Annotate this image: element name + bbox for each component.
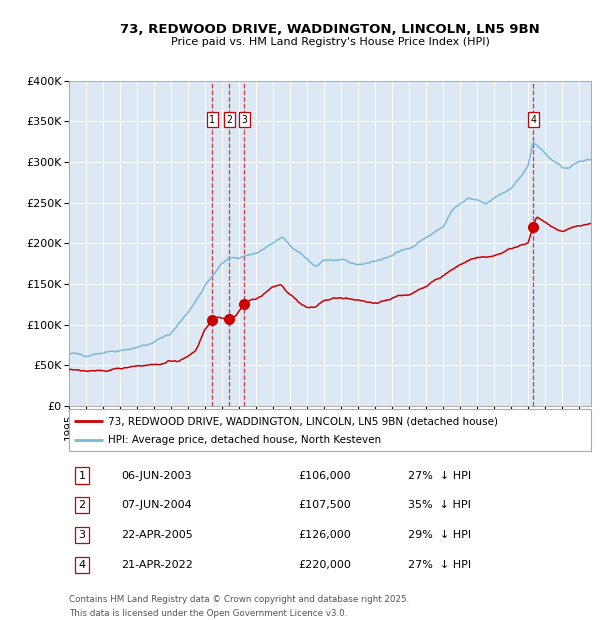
Text: £106,000: £106,000 — [299, 471, 352, 480]
Text: Contains HM Land Registry data © Crown copyright and database right 2025.: Contains HM Land Registry data © Crown c… — [69, 595, 409, 604]
Text: 3: 3 — [241, 115, 247, 125]
Text: 4: 4 — [79, 560, 86, 570]
Text: 27%  ↓ HPI: 27% ↓ HPI — [409, 471, 472, 480]
Text: 06-JUN-2003: 06-JUN-2003 — [121, 471, 192, 480]
Text: 1: 1 — [79, 471, 86, 480]
Text: 4: 4 — [530, 115, 536, 125]
Text: 2: 2 — [226, 115, 232, 125]
Text: Price paid vs. HM Land Registry's House Price Index (HPI): Price paid vs. HM Land Registry's House … — [170, 37, 490, 47]
FancyBboxPatch shape — [69, 409, 591, 451]
Text: £220,000: £220,000 — [299, 560, 352, 570]
Text: 35%  ↓ HPI: 35% ↓ HPI — [409, 500, 471, 510]
Text: 22-APR-2005: 22-APR-2005 — [121, 530, 193, 540]
Text: 73, REDWOOD DRIVE, WADDINGTON, LINCOLN, LN5 9BN (detached house): 73, REDWOOD DRIVE, WADDINGTON, LINCOLN, … — [108, 416, 498, 426]
Text: £126,000: £126,000 — [299, 530, 352, 540]
Text: This data is licensed under the Open Government Licence v3.0.: This data is licensed under the Open Gov… — [69, 609, 347, 618]
Text: 3: 3 — [79, 530, 86, 540]
Text: £107,500: £107,500 — [299, 500, 352, 510]
Text: 73, REDWOOD DRIVE, WADDINGTON, LINCOLN, LN5 9BN: 73, REDWOOD DRIVE, WADDINGTON, LINCOLN, … — [120, 24, 540, 36]
Text: 21-APR-2022: 21-APR-2022 — [121, 560, 193, 570]
Text: 2: 2 — [79, 500, 86, 510]
Text: 29%  ↓ HPI: 29% ↓ HPI — [409, 530, 472, 540]
Text: HPI: Average price, detached house, North Kesteven: HPI: Average price, detached house, Nort… — [108, 435, 381, 445]
Text: 07-JUN-2004: 07-JUN-2004 — [121, 500, 192, 510]
Text: 27%  ↓ HPI: 27% ↓ HPI — [409, 560, 472, 570]
Text: 1: 1 — [209, 115, 215, 125]
